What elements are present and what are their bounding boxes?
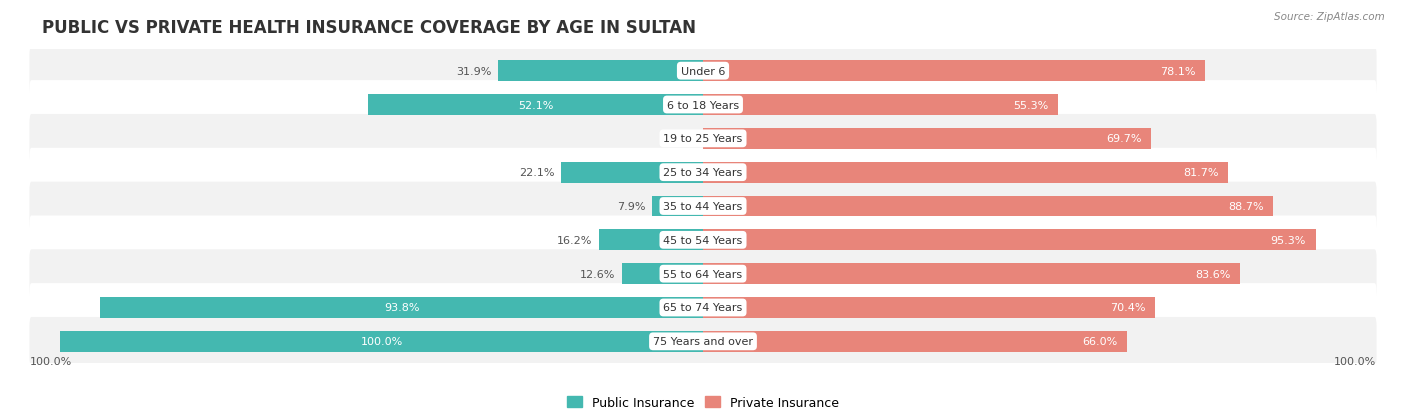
- Bar: [703, 128, 1152, 150]
- Text: 7.9%: 7.9%: [617, 202, 645, 211]
- Bar: [703, 230, 1316, 251]
- Bar: [621, 263, 703, 285]
- Text: 95.3%: 95.3%: [1271, 235, 1306, 245]
- FancyBboxPatch shape: [30, 216, 1376, 265]
- Legend: Public Insurance, Private Insurance: Public Insurance, Private Insurance: [562, 391, 844, 413]
- Text: 19 to 25 Years: 19 to 25 Years: [664, 134, 742, 144]
- Text: 100.0%: 100.0%: [360, 337, 402, 347]
- Bar: [652, 196, 703, 217]
- Text: 35 to 44 Years: 35 to 44 Years: [664, 202, 742, 211]
- Text: 66.0%: 66.0%: [1083, 337, 1118, 347]
- Text: 25 to 34 Years: 25 to 34 Years: [664, 168, 742, 178]
- FancyBboxPatch shape: [30, 47, 1376, 96]
- Text: Source: ZipAtlas.com: Source: ZipAtlas.com: [1274, 12, 1385, 22]
- Text: 69.7%: 69.7%: [1107, 134, 1142, 144]
- Bar: [703, 162, 1227, 183]
- Bar: [703, 297, 1156, 318]
- Text: 45 to 54 Years: 45 to 54 Years: [664, 235, 742, 245]
- Text: 75 Years and over: 75 Years and over: [652, 337, 754, 347]
- Bar: [703, 331, 1128, 352]
- Text: 22.1%: 22.1%: [519, 168, 554, 178]
- FancyBboxPatch shape: [30, 182, 1376, 231]
- Bar: [703, 196, 1272, 217]
- FancyBboxPatch shape: [30, 115, 1376, 163]
- Text: 31.9%: 31.9%: [456, 66, 492, 76]
- Text: 88.7%: 88.7%: [1227, 202, 1264, 211]
- FancyBboxPatch shape: [30, 250, 1376, 298]
- Bar: [561, 162, 703, 183]
- Text: 93.8%: 93.8%: [384, 303, 419, 313]
- Text: PUBLIC VS PRIVATE HEALTH INSURANCE COVERAGE BY AGE IN SULTAN: PUBLIC VS PRIVATE HEALTH INSURANCE COVER…: [42, 19, 696, 37]
- Bar: [703, 263, 1240, 285]
- Bar: [498, 61, 703, 82]
- Text: 83.6%: 83.6%: [1195, 269, 1230, 279]
- Bar: [599, 230, 703, 251]
- Text: 81.7%: 81.7%: [1182, 168, 1219, 178]
- Text: 6 to 18 Years: 6 to 18 Years: [666, 100, 740, 110]
- Text: 55 to 64 Years: 55 to 64 Years: [664, 269, 742, 279]
- Text: 100.0%: 100.0%: [30, 356, 72, 366]
- Text: 78.1%: 78.1%: [1160, 66, 1195, 76]
- FancyBboxPatch shape: [30, 148, 1376, 197]
- Text: 70.4%: 70.4%: [1111, 303, 1146, 313]
- FancyBboxPatch shape: [30, 81, 1376, 130]
- Text: Under 6: Under 6: [681, 66, 725, 76]
- Text: 55.3%: 55.3%: [1014, 100, 1049, 110]
- Bar: [368, 95, 703, 116]
- Bar: [100, 297, 703, 318]
- Text: 100.0%: 100.0%: [1334, 356, 1376, 366]
- FancyBboxPatch shape: [30, 317, 1376, 366]
- Text: 16.2%: 16.2%: [557, 235, 592, 245]
- Text: 12.6%: 12.6%: [581, 269, 616, 279]
- Bar: [60, 331, 703, 352]
- Text: 52.1%: 52.1%: [517, 100, 553, 110]
- FancyBboxPatch shape: [30, 283, 1376, 332]
- Bar: [703, 61, 1205, 82]
- Bar: [703, 95, 1059, 116]
- Text: 65 to 74 Years: 65 to 74 Years: [664, 303, 742, 313]
